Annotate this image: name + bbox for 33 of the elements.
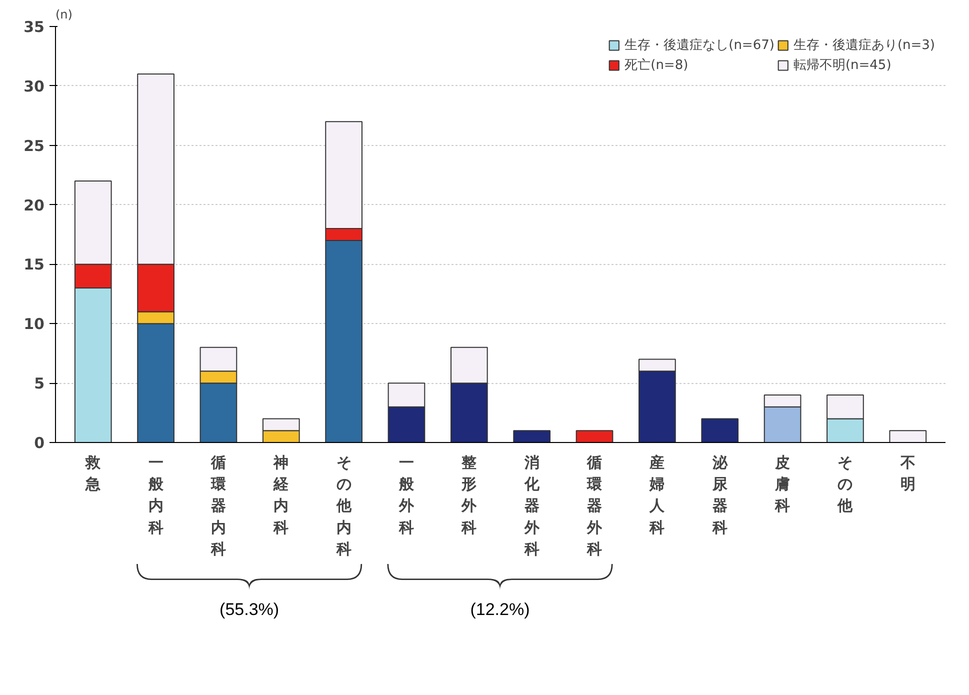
y-tick-label: 5 (34, 374, 44, 393)
x-tick-label: 整形外科 (460, 454, 478, 536)
x-tick-label: その他 (836, 454, 854, 515)
x-tick-label: 循環器外科 (586, 454, 604, 558)
x-tick-label: その他内科 (335, 454, 352, 558)
legend-label: 転帰不明(n=45) (793, 57, 892, 74)
y-tick-label: 20 (24, 196, 44, 214)
y-tick-label: 0 (34, 434, 44, 452)
text: (55.3%) (220, 600, 280, 619)
x-tick-label: 消化器外科 (523, 454, 540, 558)
x-tick-label: 循環器内科 (210, 454, 227, 558)
x-tick-label: 一般内科 (147, 454, 164, 536)
bar (513, 430, 551, 442)
text: (n) (56, 8, 72, 22)
y-tick-label: 15 (24, 256, 44, 274)
legend-label: 死亡(n=8) (624, 57, 688, 74)
x-tick-label: 一般外科 (398, 454, 415, 536)
legend-label: 生存・後遺症あり(n=3) (793, 37, 935, 54)
x-tick-label: 不明 (899, 454, 916, 494)
bar (889, 430, 927, 442)
bar (576, 430, 614, 442)
x-tick-label: 皮膚科 (774, 454, 790, 515)
text: (12.2%) (470, 600, 530, 619)
y-tick-label: 30 (24, 77, 44, 96)
x-tick-label: 産婦人科 (648, 454, 666, 536)
y-tick-label: 35 (24, 18, 44, 36)
y-tick-label: 10 (24, 315, 44, 334)
x-tick-label: 泌尿器科 (711, 454, 728, 536)
x-tick-label: 救急 (84, 454, 102, 494)
bar (701, 418, 739, 442)
x-tick-label: 神経内科 (272, 454, 290, 536)
y-tick-label: 25 (24, 136, 44, 155)
legend-label: 生存・後遺症なし(n=67) (624, 37, 774, 54)
